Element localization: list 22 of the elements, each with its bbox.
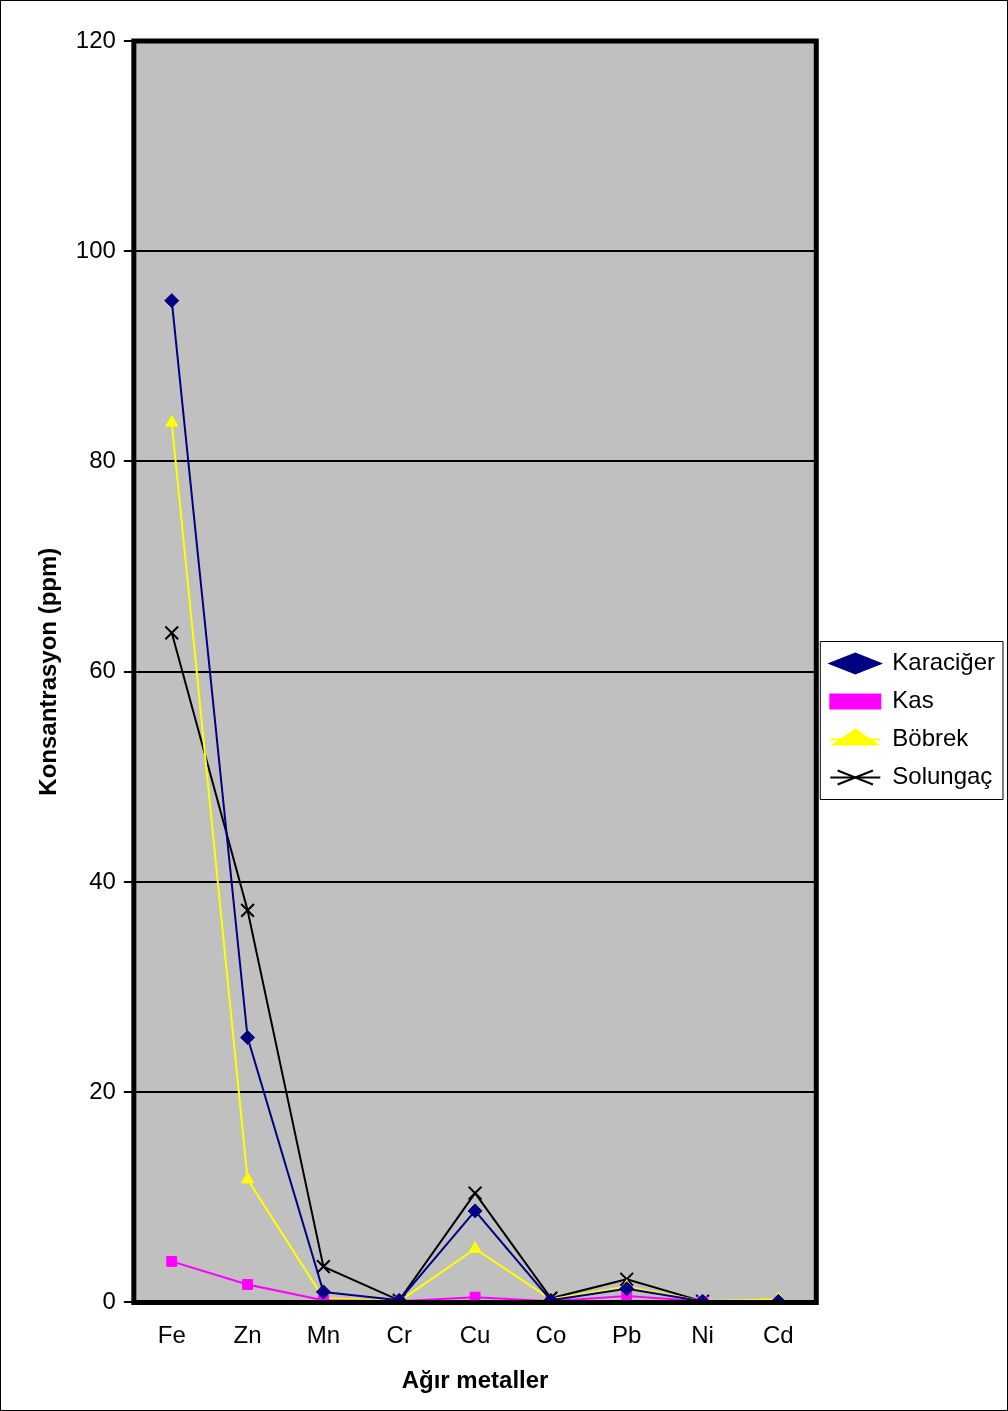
x-tick-label: Zn <box>233 1321 262 1349</box>
x-tick-label: Cd <box>763 1321 794 1349</box>
y-tick-label: 100 <box>75 235 116 263</box>
legend-label: Kas <box>892 686 934 714</box>
legend-label: Böbrek <box>892 724 970 752</box>
x-tick-label: Fe <box>157 1321 186 1349</box>
y-tick-label: 120 <box>75 25 116 53</box>
y-axis-title: Konsantrasyon (ppm) <box>34 547 62 796</box>
y-tick-label: 0 <box>102 1287 116 1315</box>
y-tick-label: 80 <box>89 446 116 474</box>
legend-label: Solungaç <box>892 762 993 790</box>
x-tick-label: Mn <box>306 1321 341 1349</box>
x-tick-label: Co <box>535 1321 567 1349</box>
x-tick-label: Cr <box>386 1321 412 1349</box>
x-tick-label: Ni <box>691 1321 714 1349</box>
y-tick-label: 20 <box>89 1076 116 1104</box>
y-tick-label: 60 <box>89 656 116 684</box>
x-tick-label: Cu <box>459 1321 491 1349</box>
x-axis-title: Ağır metaller <box>401 1366 549 1394</box>
legend-label: Karaciğer <box>892 648 996 676</box>
x-tick-label: Pb <box>612 1321 642 1349</box>
y-tick-label: 40 <box>89 866 116 894</box>
